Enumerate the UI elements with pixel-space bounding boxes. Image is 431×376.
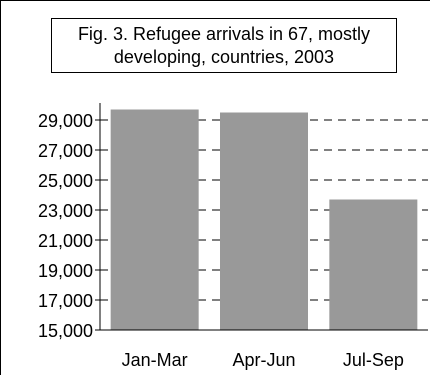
bar-jan-mar (110, 109, 199, 330)
bars (110, 109, 418, 330)
labels: Jan-Mar Apr-Jun Jul-Sep 15,000 17,000 19,000 2… (38, 111, 404, 370)
x-tick-label: Apr-Jun (232, 350, 295, 370)
y-tick-label: 23,000 (38, 201, 93, 221)
bar-apr-jun (220, 112, 308, 330)
y-tick-label: 19,000 (38, 261, 93, 281)
y-tick-label: 17,000 (38, 291, 93, 311)
y-tick-label: 15,000 (38, 321, 93, 341)
y-tick-label: 29,000 (38, 111, 93, 131)
bar-jul-sep (329, 199, 418, 330)
y-tick-label: 27,000 (38, 141, 93, 161)
chart-title: Fig. 3. Refugee arrivals in 67, mostly d… (77, 23, 371, 67)
y-tick-label: 21,000 (38, 231, 93, 251)
chart-title-box: Fig. 3. Refugee arrivals in 67, mostly d… (51, 18, 397, 73)
y-axis (95, 103, 428, 331)
y-tick-label: 25,000 (38, 171, 93, 191)
x-tick-label: Jul-Sep (343, 350, 404, 370)
x-tick-label: Jan-Mar (122, 350, 188, 370)
